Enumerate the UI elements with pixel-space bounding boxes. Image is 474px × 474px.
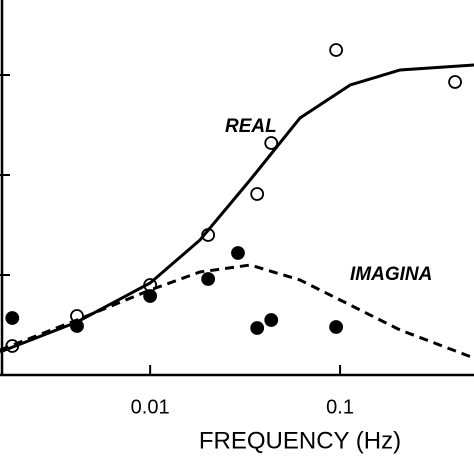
annotation: IMAGINA <box>350 264 432 285</box>
filled-point <box>231 246 245 260</box>
open-point <box>264 136 279 150</box>
open-point <box>448 75 462 89</box>
open-point <box>329 43 344 57</box>
open-point <box>250 187 265 201</box>
filled-point <box>329 320 344 334</box>
solid-curve <box>0 63 474 354</box>
dashed-curve <box>0 263 474 360</box>
filled-point <box>250 321 265 335</box>
filled-point <box>201 272 216 286</box>
annotation: REAL <box>225 116 277 137</box>
filled-point <box>264 313 279 327</box>
filled-point <box>5 311 20 325</box>
filled-point <box>143 289 158 303</box>
x-tick-label: 0.01 <box>131 396 170 418</box>
x-tick-label: 0.1 <box>326 396 354 418</box>
x-axis-label: FREQUENCY (Hz) <box>199 427 401 454</box>
